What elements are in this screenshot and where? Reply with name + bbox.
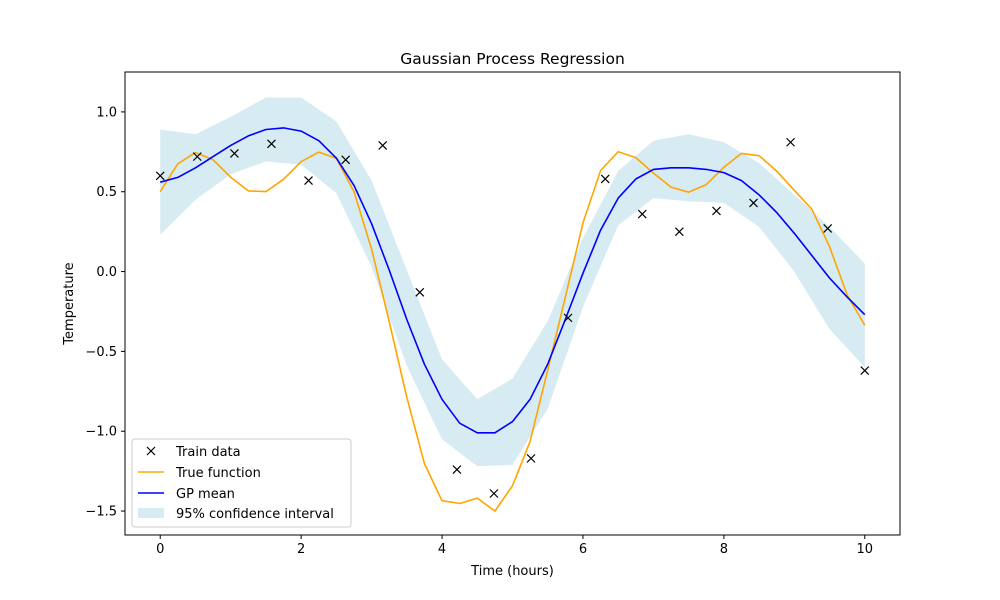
train-data-point: [229, 148, 239, 158]
x-tick-label: 0: [156, 542, 164, 557]
x-tick-label: 2: [297, 542, 305, 557]
y-axis-label: Temperature: [62, 262, 77, 345]
y-tick-label: −0.5: [85, 345, 117, 360]
gp-mean-line: [159, 127, 866, 434]
y-axis-ticks: −1.5 −1.0 −0.5 0.0 0.5 1.0: [85, 105, 125, 520]
train-markers-layer: [155, 137, 870, 498]
plot-frame: [124, 71, 901, 536]
legend-box: [131, 438, 352, 528]
train-data-point: [712, 206, 721, 216]
x-axis-label: Time (hours): [470, 564, 554, 579]
train-data-point: [786, 137, 796, 147]
legend-label-true-function: True function: [175, 466, 261, 481]
legend: Train data True function GP mean 95% con…: [131, 438, 352, 528]
legend-label-train-data: Train data: [175, 445, 241, 460]
y-tick-label: −1.0: [85, 425, 117, 440]
train-data-point: [563, 313, 573, 323]
train-data-point: [304, 176, 313, 185]
true-function-line: [159, 150, 866, 512]
legend-label-confidence-interval: 95% confidence interval: [176, 507, 334, 522]
train-data-point: [267, 139, 276, 149]
confidence-band: [160, 97, 865, 467]
train-data-point: [674, 227, 684, 237]
x-axis-ticks: 0 2 4 6 8 10: [156, 535, 873, 557]
train-data-point: [637, 209, 647, 219]
train-data-point: [600, 174, 610, 184]
train-data-point: [155, 171, 165, 181]
x-tick-label: 8: [720, 542, 728, 557]
train-data-point: [192, 152, 202, 162]
y-tick-label: 0.5: [96, 185, 117, 200]
train-data-point: [749, 198, 758, 208]
train-data-point: [415, 287, 425, 297]
lines-layer: [159, 127, 866, 512]
x-tick-label: 4: [438, 542, 446, 557]
train-data-point: [823, 224, 833, 233]
y-tick-label: 0.0: [96, 265, 117, 280]
train-data-point: [860, 366, 870, 375]
train-data-point: [452, 465, 462, 474]
chart-title: Gaussian Process Regression: [400, 50, 625, 68]
x-tick-label: 10: [856, 542, 873, 557]
train-data-point: [378, 141, 388, 150]
y-tick-label: −1.5: [85, 505, 117, 520]
legend-label-gp-mean: GP mean: [176, 487, 235, 502]
y-tick-label: 1.0: [96, 105, 117, 120]
x-tick-label: 6: [579, 542, 587, 557]
legend-swatch-confidence-interval: [138, 508, 164, 518]
train-data-point: [489, 489, 499, 498]
confidence-band-layer: [160, 97, 865, 467]
train-data-point: [341, 155, 351, 165]
train-data-point: [526, 453, 536, 463]
legend-swatches: [138, 446, 164, 518]
legend-swatch-train-data: [146, 446, 156, 456]
